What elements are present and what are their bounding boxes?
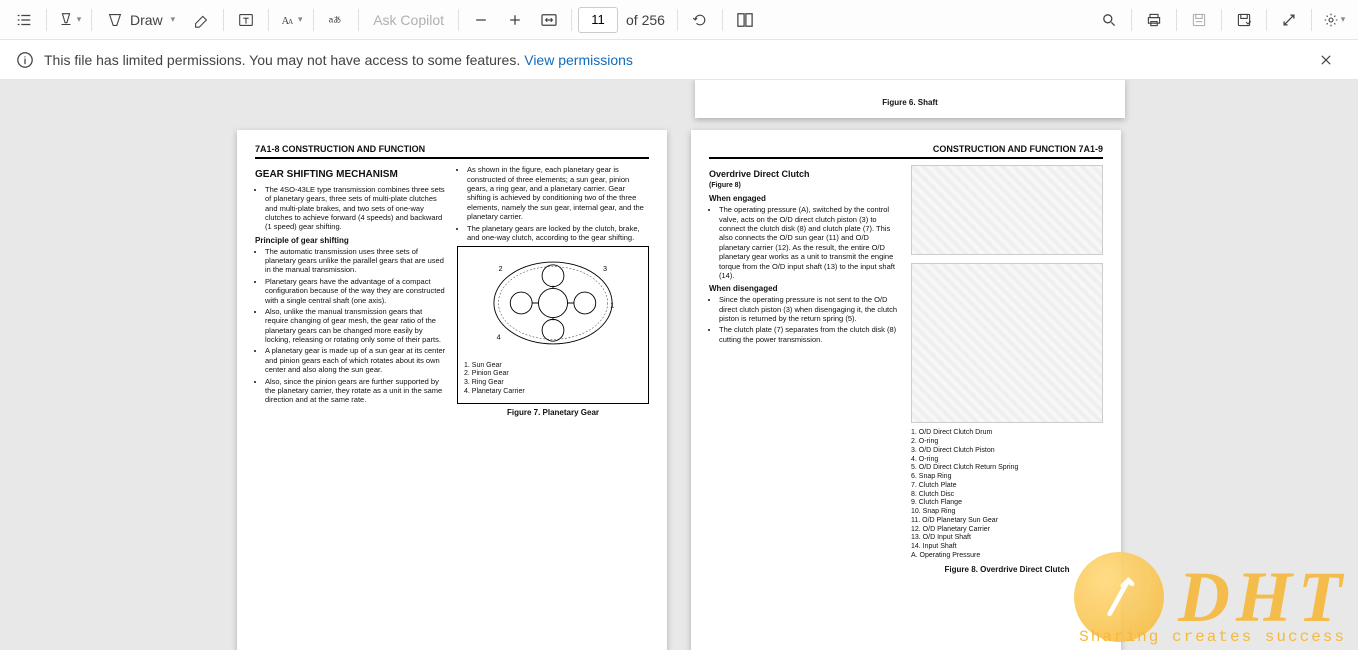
print-button[interactable] [1138, 4, 1170, 36]
rotate-button[interactable] [684, 4, 716, 36]
save-as-button[interactable] [1228, 4, 1260, 36]
fit-width-button[interactable] [533, 4, 565, 36]
chevron-down-icon: ▾ [77, 14, 82, 25]
info-icon [16, 51, 34, 69]
page-total-label: of 256 [626, 12, 665, 28]
figure-caption: Figure 7. Planetary Gear [457, 408, 649, 418]
fullscreen-button[interactable] [1273, 4, 1305, 36]
subsection-title: Principle of gear shifting [255, 236, 447, 246]
section-title: GEAR SHIFTING MECHANISM [255, 169, 447, 182]
page-number-input[interactable] [578, 7, 618, 33]
view-permissions-link[interactable]: View permissions [524, 52, 633, 68]
chevron-down-icon: ▾ [171, 14, 176, 25]
watermark-logo-text: DHT [1178, 556, 1348, 639]
highlighter-button[interactable]: ▾ [53, 4, 85, 36]
svg-text:A: A [282, 16, 290, 27]
svg-text:A: A [288, 18, 294, 26]
add-text-button[interactable] [230, 4, 262, 36]
save-button[interactable] [1183, 4, 1215, 36]
erase-button[interactable] [185, 4, 217, 36]
settings-button[interactable]: ▾ [1318, 4, 1350, 36]
close-info-bar-button[interactable] [1310, 44, 1342, 76]
cross-section-diagram [911, 263, 1103, 423]
svg-text:3: 3 [603, 264, 607, 273]
figure-box: 2 3 1 4 1. Sun Gear 2. Pinion Gear 3. Ri… [457, 246, 649, 403]
translate-button[interactable]: aあ [320, 4, 352, 36]
pdf-viewer[interactable]: Figure 6. Shaft 7A1-8 CONSTRUCTION AND F… [0, 80, 1358, 650]
planetary-gear-diagram: 2 3 1 4 [464, 253, 642, 353]
figure-caption: Figure 8. Overdrive Direct Clutch [911, 565, 1103, 575]
zoom-out-button[interactable] [465, 4, 497, 36]
find-button[interactable] [1093, 4, 1125, 36]
parts-legend: 1. O/D Direct Clutch Drum 2. O-ring 3. O… [911, 429, 1103, 560]
page-header: 7A1-8 CONSTRUCTION AND FUNCTION [255, 144, 649, 159]
pdf-page-left: 7A1-8 CONSTRUCTION AND FUNCTION GEAR SHI… [237, 130, 667, 650]
section-title: Overdrive Direct Clutch [709, 169, 901, 180]
bullet-list: As shown in the figure, each planetary g… [457, 165, 649, 242]
chevron-down-icon: ▾ [1341, 14, 1346, 25]
contents-panel-button[interactable] [8, 4, 40, 36]
previous-page-sliver: Figure 6. Shaft [695, 80, 1125, 118]
permissions-info-bar: This file has limited permissions. You m… [0, 40, 1358, 80]
info-message: This file has limited permissions. You m… [44, 52, 520, 68]
zoom-in-button[interactable] [499, 4, 531, 36]
draw-button[interactable]: Draw ▾ [98, 4, 183, 36]
draw-label: Draw [130, 12, 163, 28]
svg-text:aあ: aあ [329, 15, 341, 24]
svg-text:1: 1 [610, 301, 614, 310]
pdf-toolbar: ▾ Draw ▾ AA ▾ aあ Ask Copilot of 256 ▾ [0, 0, 1358, 40]
chevron-down-icon: ▾ [298, 14, 303, 25]
watermark-tagline: Sharing creates success [1079, 628, 1346, 646]
text-style-button[interactable]: AA ▾ [275, 4, 307, 36]
exploded-view-diagram [911, 165, 1103, 255]
svg-text:2: 2 [498, 264, 502, 273]
bullet-list: The automatic transmission uses three se… [255, 247, 447, 405]
page-view-button[interactable] [729, 4, 761, 36]
page-header: CONSTRUCTION AND FUNCTION 7A1-9 [709, 144, 1103, 159]
pdf-page-right: CONSTRUCTION AND FUNCTION 7A1-9 Overdriv… [691, 130, 1121, 650]
svg-text:4: 4 [497, 333, 501, 342]
copilot-input[interactable]: Ask Copilot [365, 12, 452, 28]
